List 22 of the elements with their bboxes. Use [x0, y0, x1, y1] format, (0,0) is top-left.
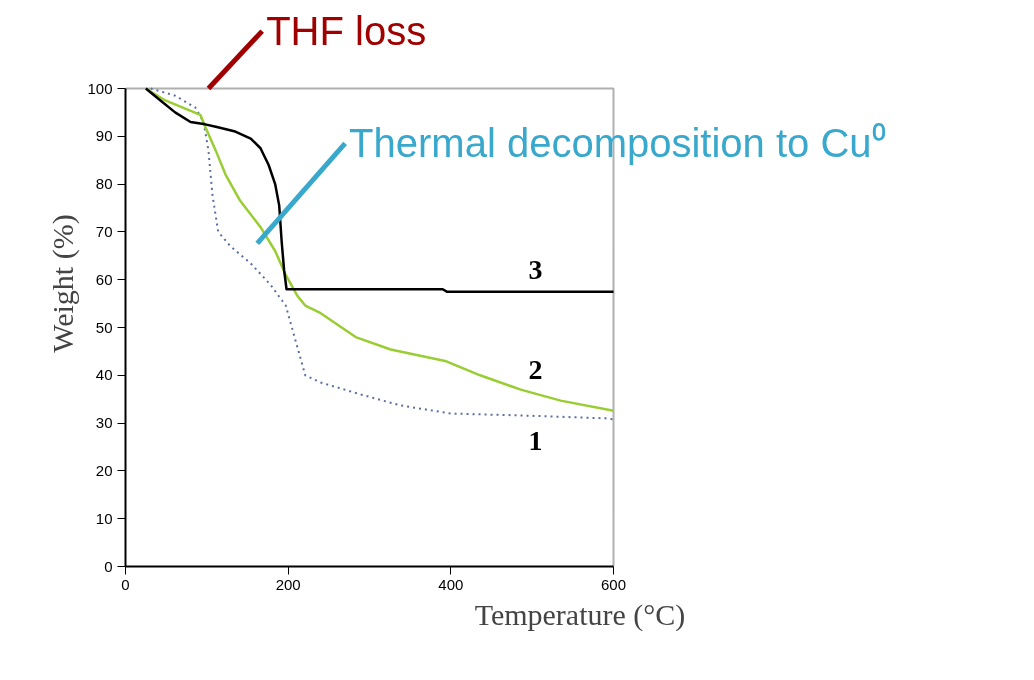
y-tick-label: 10: [95, 509, 113, 527]
x-tick-label: 600: [600, 575, 627, 593]
y-tick-label: 20: [95, 461, 113, 479]
series-label: 2: [528, 353, 543, 385]
y-tick-label: 0: [104, 557, 113, 575]
x-tick-label: 400: [438, 575, 464, 593]
y-tick-label: 100: [87, 79, 113, 97]
y-tick-label: 60: [95, 270, 113, 288]
x-axis-title: Temperature (°C): [474, 597, 686, 632]
y-tick-label: 40: [95, 366, 113, 384]
series-label: 1: [528, 425, 543, 457]
series-label: 3: [528, 254, 543, 286]
y-tick-label: 80: [95, 175, 113, 193]
x-tick-label: 0: [121, 575, 130, 593]
annotation: Thermal decomposition to Cu⁰: [349, 121, 886, 166]
y-axis-title: Weight (%): [46, 214, 81, 353]
y-tick-label: 70: [95, 222, 113, 240]
y-tick-label: 90: [95, 127, 113, 145]
x-tick-label: 200: [275, 575, 301, 593]
y-tick-label: 50: [95, 318, 113, 336]
text: THF loss: [266, 9, 427, 54]
y-tick-label: 30: [95, 414, 113, 432]
